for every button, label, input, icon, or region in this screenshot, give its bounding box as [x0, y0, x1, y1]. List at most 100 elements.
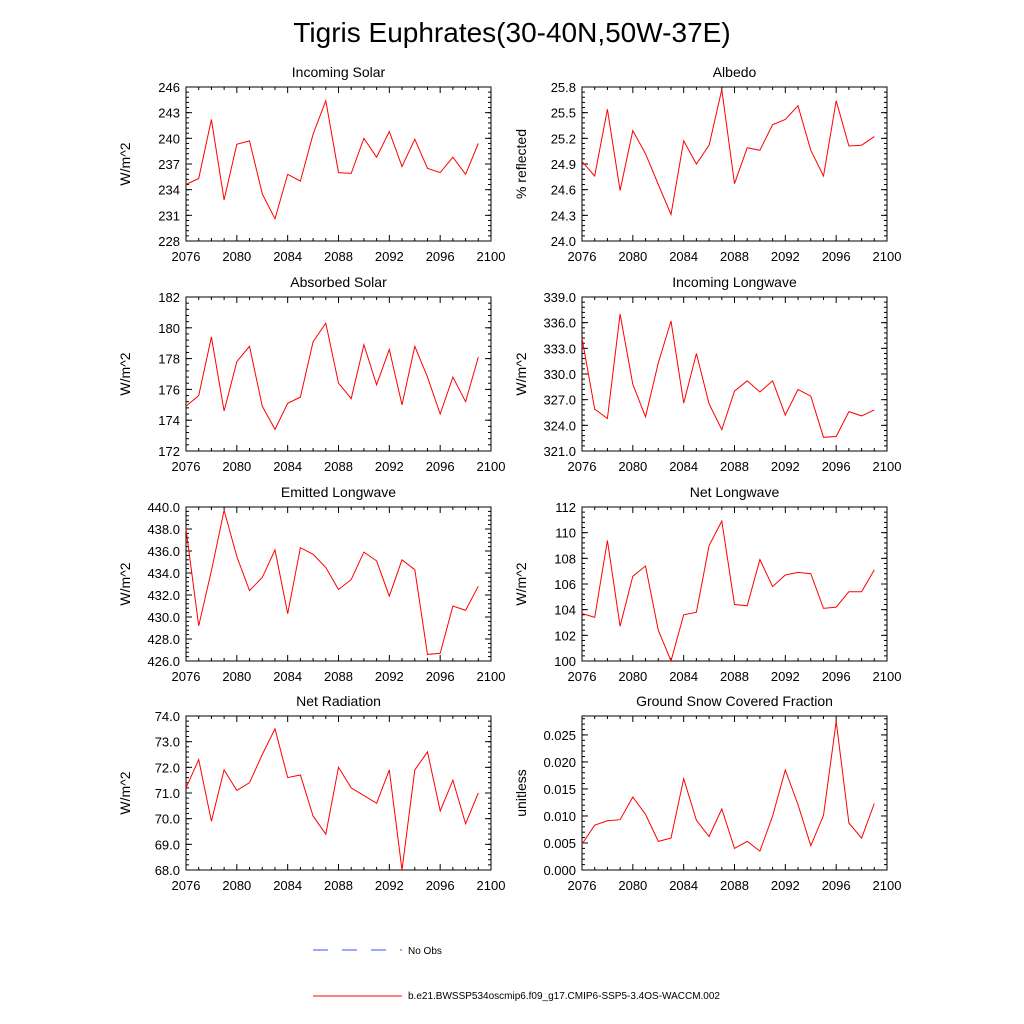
y-axis-label: unitless — [513, 769, 529, 816]
x-tick-label: 2076 — [568, 669, 597, 684]
plot-frame — [581, 296, 888, 452]
y-tick-label: 432.0 — [147, 588, 180, 603]
y-tick-label: 430.0 — [147, 610, 180, 625]
x-tick-label: 2092 — [375, 459, 404, 474]
x-tick-label: 2100 — [873, 878, 902, 893]
y-tick-label: 339.0 — [543, 290, 576, 305]
x-tick-label: 2092 — [771, 878, 800, 893]
y-tick-label: 72.0 — [155, 760, 180, 775]
chart-panel-2: Absorbed Solar W/m^2 2076 2080 2084 2088 2092 2… — [117, 274, 505, 474]
y-tick-label: 0.015 — [543, 782, 576, 797]
chart-panel-1: Albedo % reflected 2076 2080 2084 2088 2092 209… — [513, 64, 901, 264]
chart-panel-6: Net Radiation W/m^2 2076 2080 2084 2088 2092 20… — [117, 693, 505, 893]
x-tick-label: 2076 — [172, 459, 201, 474]
x-tick-label: 2096 — [426, 249, 455, 264]
y-tick-label: 104 — [554, 603, 576, 618]
x-tick-label: 2100 — [873, 669, 902, 684]
y-axis-label: W/m^2 — [117, 771, 133, 814]
x-tick-label: 2084 — [273, 249, 302, 264]
x-tick-label: 2088 — [720, 249, 749, 264]
y-tick-label: 246 — [158, 80, 180, 95]
panel-title: Net Longwave — [690, 484, 780, 500]
y-tick-label: 321.0 — [543, 444, 576, 459]
x-tick-label: 2080 — [618, 459, 647, 474]
y-tick-label: 240 — [158, 131, 180, 146]
chart-panel-3: Incoming Longwave W/m^2 2076 2080 2084 2088 20… — [513, 274, 901, 474]
x-tick-label: 2092 — [771, 249, 800, 264]
x-tick-label: 2080 — [618, 249, 647, 264]
x-tick-label: 2076 — [172, 669, 201, 684]
plot-frame — [185, 296, 492, 452]
y-tick-label: 108 — [554, 551, 576, 566]
y-tick-label: 0.000 — [543, 863, 576, 878]
y-tick-label: 228 — [158, 234, 180, 249]
x-tick-label: 2100 — [477, 669, 506, 684]
plot-frame — [185, 86, 492, 242]
x-tick-label: 2096 — [426, 669, 455, 684]
y-tick-label: 24.3 — [551, 208, 576, 223]
x-tick-label: 2080 — [222, 459, 251, 474]
x-tick-label: 2092 — [375, 249, 404, 264]
y-tick-label: 24.6 — [551, 183, 576, 198]
x-tick-label: 2080 — [618, 878, 647, 893]
x-tick-label: 2080 — [222, 878, 251, 893]
y-tick-label: 426.0 — [147, 654, 180, 669]
x-tick-label: 2084 — [273, 669, 302, 684]
x-tick-label: 2092 — [375, 878, 404, 893]
x-tick-label: 2080 — [222, 669, 251, 684]
y-tick-label: 434.0 — [147, 566, 180, 581]
x-tick-label: 2076 — [568, 249, 597, 264]
plot-frame — [185, 506, 492, 662]
series-line-0 — [185, 321, 479, 431]
y-tick-label: 0.025 — [543, 728, 576, 743]
y-axis-label: W/m^2 — [513, 352, 529, 395]
series-line-0 — [581, 519, 875, 663]
y-tick-label: 327.0 — [543, 393, 576, 408]
plot-frame — [185, 715, 492, 871]
y-tick-label: 69.0 — [155, 837, 180, 852]
y-axis-label: W/m^2 — [513, 562, 529, 605]
panel-title: Absorbed Solar — [290, 274, 387, 290]
x-tick-label: 2076 — [568, 878, 597, 893]
x-tick-label: 2088 — [720, 878, 749, 893]
x-tick-label: 2088 — [324, 459, 353, 474]
y-axis-label: W/m^2 — [117, 352, 133, 395]
x-tick-label: 2088 — [324, 249, 353, 264]
y-tick-label: 174 — [158, 413, 180, 428]
x-tick-label: 2092 — [375, 669, 404, 684]
y-tick-label: 324.0 — [543, 418, 576, 433]
y-axis-label: W/m^2 — [117, 142, 133, 185]
series-line-0 — [581, 314, 875, 438]
series-line-0 — [185, 727, 479, 871]
x-tick-label: 2080 — [222, 249, 251, 264]
y-tick-label: 180 — [158, 321, 180, 336]
x-tick-label: 2088 — [720, 459, 749, 474]
x-tick-label: 2080 — [618, 669, 647, 684]
x-tick-label: 2100 — [873, 459, 902, 474]
plot-frame — [581, 86, 888, 242]
panel-title: Net Radiation — [296, 693, 381, 709]
y-tick-label: 100 — [554, 654, 576, 669]
panel-title: Emitted Longwave — [281, 484, 396, 500]
y-tick-label: 234 — [158, 183, 180, 198]
y-tick-label: 438.0 — [147, 522, 180, 537]
y-tick-label: 0.010 — [543, 809, 576, 824]
y-tick-label: 24.0 — [551, 234, 576, 249]
x-tick-label: 2088 — [720, 669, 749, 684]
y-tick-label: 172 — [158, 444, 180, 459]
y-tick-label: 336.0 — [543, 316, 576, 331]
panel-title: Ground Snow Covered Fraction — [636, 693, 833, 709]
x-tick-label: 2076 — [172, 878, 201, 893]
x-tick-label: 2076 — [568, 459, 597, 474]
y-tick-label: 71.0 — [155, 786, 180, 801]
y-tick-label: 333.0 — [543, 341, 576, 356]
y-tick-label: 70.0 — [155, 812, 180, 827]
y-tick-label: 25.2 — [551, 131, 576, 146]
x-tick-label: 2084 — [669, 669, 698, 684]
x-tick-label: 2100 — [477, 459, 506, 474]
y-tick-label: 243 — [158, 106, 180, 121]
legend: No Obs b.e21.BWSSP534oscmip6.f09_g17.CMI… — [313, 946, 720, 1002]
x-tick-label: 2084 — [273, 878, 302, 893]
chart-panel-0: Incoming Solar W/m^2 2076 2080 2084 2088 2092 2… — [117, 64, 505, 264]
x-tick-label: 2100 — [477, 878, 506, 893]
